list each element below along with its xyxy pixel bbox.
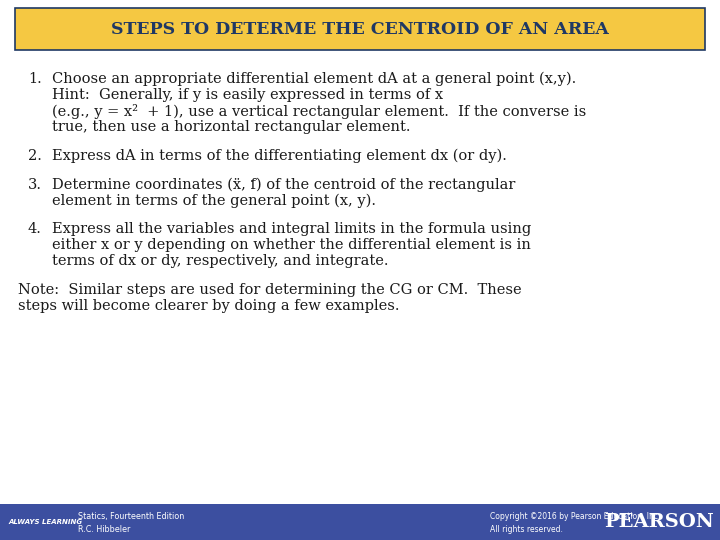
Text: Express all the variables and integral limits in the formula using: Express all the variables and integral l… [52, 222, 531, 237]
Text: 3.: 3. [28, 178, 42, 192]
Text: element in terms of the general point (x, y).: element in terms of the general point (x… [52, 194, 376, 208]
Text: R.C. Hibbeler: R.C. Hibbeler [78, 525, 130, 535]
Text: 4.: 4. [28, 222, 42, 237]
Text: Choose an appropriate differential element dA at a general point (x,y).: Choose an appropriate differential eleme… [52, 72, 576, 86]
Text: steps will become clearer by doing a few examples.: steps will become clearer by doing a few… [18, 299, 400, 313]
Text: Hint:  Generally, if y is easily expressed in terms of x: Hint: Generally, if y is easily expresse… [52, 88, 443, 102]
Text: Determine coordinates (ẍ, ẝ) of the centroid of the rectangular: Determine coordinates (ẍ, ẝ) of the cent… [52, 178, 516, 192]
Text: Note:  Similar steps are used for determining the CG or CM.  These: Note: Similar steps are used for determi… [18, 283, 521, 297]
Text: Copyright ©2016 by Pearson Education, Inc.: Copyright ©2016 by Pearson Education, In… [490, 512, 660, 521]
Text: either x or y depending on whether the differential element is in: either x or y depending on whether the d… [52, 238, 531, 252]
Text: Statics, Fourteenth Edition: Statics, Fourteenth Edition [78, 512, 184, 521]
Text: (e.g., y = x²  + 1), use a vertical rectangular element.  If the converse is: (e.g., y = x² + 1), use a vertical recta… [52, 104, 586, 119]
Text: true, then use a horizontal rectangular element.: true, then use a horizontal rectangular … [52, 120, 410, 134]
Text: ALWAYS LEARNING: ALWAYS LEARNING [8, 519, 82, 525]
Text: Express dA in terms of the differentiating element dx (or dy).: Express dA in terms of the differentiati… [52, 149, 507, 163]
Text: 2.: 2. [28, 149, 42, 163]
FancyBboxPatch shape [0, 504, 720, 540]
Text: PEARSON: PEARSON [604, 513, 714, 531]
Text: All rights reserved.: All rights reserved. [490, 525, 563, 535]
FancyBboxPatch shape [15, 8, 705, 50]
Text: 1.: 1. [28, 72, 42, 86]
Text: STEPS TO DETERME THE CENTROID OF AN AREA: STEPS TO DETERME THE CENTROID OF AN AREA [111, 21, 609, 37]
Text: terms of dx or dy, respectively, and integrate.: terms of dx or dy, respectively, and int… [52, 254, 389, 268]
